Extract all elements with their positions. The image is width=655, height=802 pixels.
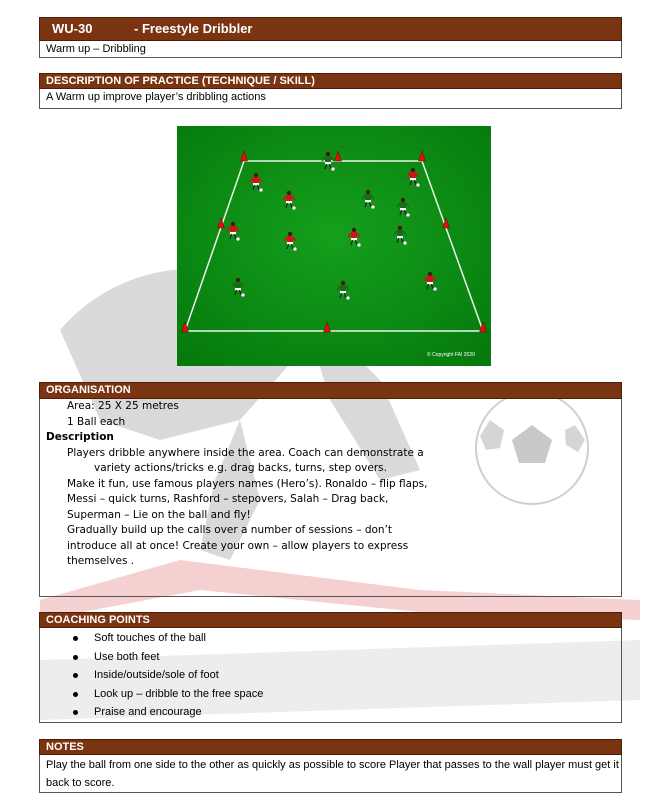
organisation-body: Area: 25 X 25 metres 1 Ball each Descrip… [39, 399, 622, 597]
notes-text: Play the ball from one side to the other… [39, 755, 622, 793]
green-player-icon [336, 280, 350, 300]
cone-marker [323, 321, 331, 333]
title-header: WU-30 - Freestyle Dribbler [39, 17, 622, 41]
organisation-header: ORGANISATION [39, 382, 622, 399]
org-line: Messi – quick turns, Rashford – stepover… [67, 493, 389, 505]
org-line: themselves . [67, 555, 135, 567]
copyright-text: © Copyright FAI 2020 [427, 351, 475, 358]
cone-marker [334, 150, 342, 162]
green-player-icon [361, 189, 375, 209]
coaching-points-list: Soft touches of the ball Use both feet I… [39, 628, 622, 723]
green-player-icon [396, 197, 410, 217]
notes-header: NOTES [39, 739, 622, 755]
session-subtitle: Warm up – Dribbling [39, 41, 622, 58]
org-line: variety actions/tricks e.g. drag backs, … [94, 462, 387, 474]
cone-marker [442, 217, 450, 229]
session-code: WU-30 [52, 21, 93, 36]
football-watermark-icon [475, 391, 589, 505]
org-line: Players dribble anywhere inside the area… [67, 446, 424, 459]
coaching-point: Look up – dribble to the free space [46, 685, 621, 704]
org-line: Gradually build up the calls over a numb… [67, 524, 393, 536]
area-text: Area: 25 X 25 metres [67, 400, 179, 412]
cone-marker [240, 150, 248, 162]
balls-text: 1 Ball each [67, 415, 126, 428]
pitch-background [177, 126, 491, 366]
session-title: - Freestyle Dribbler [134, 21, 253, 36]
red-player-icon [226, 221, 241, 241]
description-header: DESCRIPTION OF PRACTICE (TECHNIQUE / SKI… [39, 73, 622, 89]
green-player-icon [231, 277, 245, 297]
green-player-icon [393, 225, 407, 245]
org-line: introduce all at once! Create your own –… [67, 539, 409, 552]
coaching-point: Use both feet [46, 648, 621, 667]
coaching-point: Soft touches of the ball [46, 629, 621, 648]
red-player-icon [282, 190, 296, 210]
cone-marker [181, 321, 189, 333]
cone-marker [479, 321, 487, 333]
description-text: A Warm up improve player’s dribbling act… [39, 89, 622, 109]
coaching-points-header: COACHING POINTS [39, 612, 622, 628]
org-line: Make it fun, use famous players names (H… [67, 477, 428, 490]
coaching-point: Praise and encourage [46, 703, 621, 722]
cone-marker [217, 217, 225, 229]
green-player-icon [321, 151, 335, 172]
red-player-icon [347, 227, 361, 247]
cone-marker [418, 150, 426, 162]
pitch-diagram: © Copyright FAI 2020 [177, 126, 491, 366]
coaching-point: Inside/outside/sole of foot [46, 666, 621, 685]
red-player-icon [283, 231, 297, 251]
red-player-icon [249, 172, 263, 193]
description-label: Description [46, 431, 114, 443]
red-player-icon [406, 167, 420, 188]
red-player-icon [423, 271, 438, 291]
org-line: Superman – Lie on the ball and fly! [67, 508, 251, 521]
